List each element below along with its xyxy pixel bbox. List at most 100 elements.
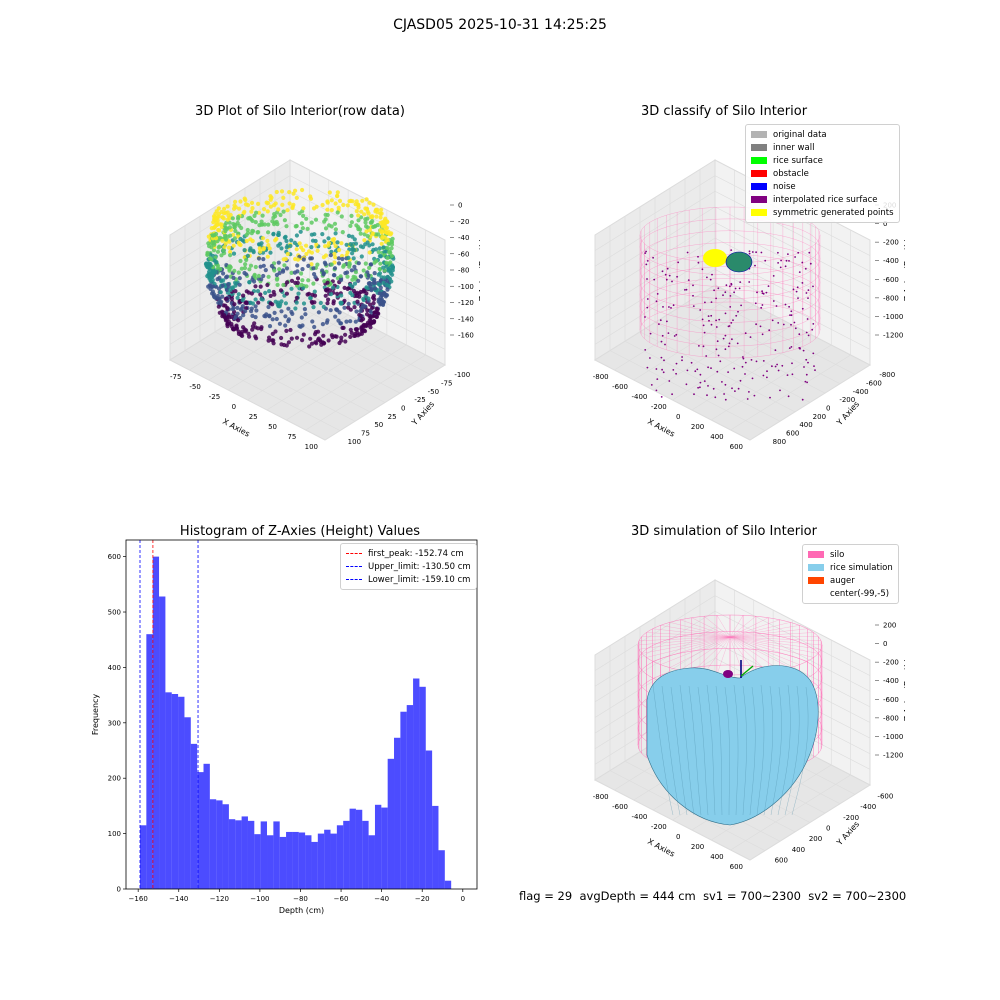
data-point: [222, 206, 227, 211]
interpolated-point: [685, 383, 688, 386]
interpolated-point: [801, 282, 804, 284]
data-point: [309, 250, 314, 255]
data-point: [223, 241, 228, 246]
data-point: [268, 293, 273, 298]
data-point: [235, 295, 240, 300]
data-point: [299, 221, 304, 226]
data-point: [381, 265, 386, 270]
data-point: [329, 224, 334, 229]
data-point: [217, 228, 222, 233]
wire-ring: [639, 301, 821, 359]
interpolated-point: [729, 306, 732, 308]
data-point: [341, 263, 347, 268]
legend-label: Upper_limit: -130.50 cm: [368, 561, 471, 572]
roof-line: [729, 636, 822, 650]
data-point: [382, 291, 387, 296]
interpolated-point: [729, 295, 732, 297]
interpolated-point: [734, 287, 737, 290]
data-point: [299, 282, 304, 287]
data-point: [342, 285, 347, 290]
rice-surface: [646, 665, 819, 826]
wire-ring: [639, 242, 821, 299]
legend-label: interpolated rice surface: [773, 194, 878, 205]
y-tick-label: 0: [401, 405, 405, 413]
interpolated-point: [807, 361, 809, 364]
data-point: [287, 190, 292, 195]
data-point: [312, 324, 317, 330]
data-point: [260, 213, 265, 218]
data-point: [243, 309, 248, 314]
data-point: [238, 199, 243, 204]
data-point: [301, 206, 306, 211]
interpolated-point: [753, 394, 756, 397]
mesh-line: [706, 684, 716, 816]
data-point: [295, 263, 300, 268]
interpolated-point: [685, 288, 688, 291]
histogram-legend: first_peak: -152.74 cm Upper_limit: -130…: [340, 543, 477, 590]
z-tick-label: -160: [458, 332, 474, 340]
interpolated-point: [698, 345, 700, 347]
y-tick-label: 500: [108, 609, 121, 617]
data-point: [297, 241, 302, 246]
data-point: [341, 202, 346, 208]
interpolated-point: [754, 264, 756, 267]
interpolated-point: [812, 323, 815, 325]
legend-item-symmetric: symmetric generated points: [751, 206, 894, 219]
roof-line: [669, 636, 731, 668]
histogram-bar: [324, 829, 331, 889]
data-point: [304, 243, 309, 248]
interpolated-point: [697, 386, 699, 389]
interpolated-point: [748, 281, 751, 283]
data-point: [359, 331, 364, 336]
legend-label: obstacle: [773, 168, 809, 179]
data-point: [379, 207, 384, 212]
interpolated-point: [804, 380, 807, 383]
legend-swatch: [751, 144, 767, 151]
histogram-bar: [362, 820, 369, 889]
interpolated-point: [814, 369, 816, 371]
data-point: [365, 234, 370, 239]
data-point: [231, 251, 237, 256]
data-point: [328, 292, 334, 297]
interpolated-point: [650, 384, 653, 386]
data-point: [294, 247, 299, 252]
data-point: [250, 313, 255, 318]
data-point: [325, 207, 330, 212]
interpolated-point: [740, 304, 742, 307]
data-point: [289, 336, 294, 341]
data-point: [346, 255, 351, 260]
data-point: [344, 242, 349, 247]
y-tick-label: -25: [414, 396, 425, 404]
interpolated-point: [808, 251, 811, 254]
data-point: [353, 275, 358, 280]
interpolated-point: [655, 389, 658, 392]
data-point: [208, 286, 213, 291]
data-point: [247, 267, 252, 272]
data-point: [286, 340, 291, 345]
interpolated-point: [733, 367, 736, 370]
classify-legend: original data inner wall rice surface ob…: [745, 124, 900, 223]
data-point: [249, 209, 254, 214]
data-point: [228, 253, 233, 258]
data-point: [326, 297, 331, 302]
interpolated-point: [737, 310, 739, 313]
data-point: [212, 233, 217, 238]
data-point: [238, 236, 243, 242]
data-point: [280, 202, 285, 207]
data-point: [286, 319, 291, 324]
roof-line: [638, 636, 731, 650]
x-tick-label: −40: [374, 895, 389, 903]
data-point: [356, 278, 361, 283]
data-point: [370, 314, 375, 319]
histogram-bar: [222, 804, 229, 889]
data-point: [362, 238, 367, 243]
histogram-bar: [368, 835, 375, 889]
histogram-chart[interactable]: −160 −140 −120 −100 −80 −60 −40 −20 0 0 100 200 300 4…: [80, 535, 490, 920]
data-point: [247, 280, 252, 285]
interpolated-point: [661, 368, 663, 371]
data-point: [354, 209, 359, 214]
x-tick-label: -75: [170, 373, 181, 381]
data-point: [381, 220, 386, 225]
